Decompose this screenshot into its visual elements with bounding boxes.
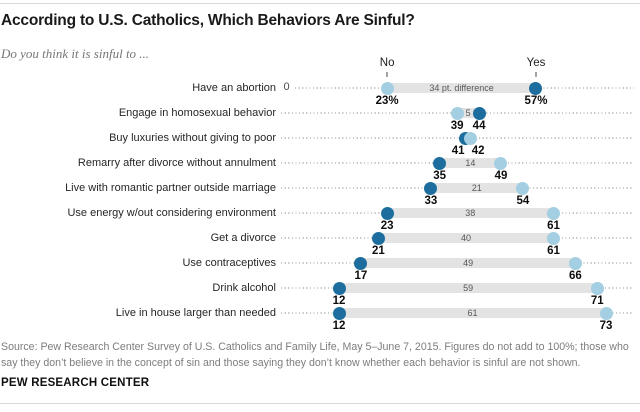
difference-bar — [439, 158, 501, 168]
no-axis-label: No — [379, 57, 395, 69]
no-value-label: 39 — [450, 120, 464, 132]
difference-bar — [339, 308, 606, 318]
row-label: Live with romantic partner outside marri… — [65, 182, 276, 194]
yes-value-label: 12 — [332, 320, 346, 332]
yes-value-label: 35 — [433, 170, 447, 182]
no-value-label: 54 — [516, 195, 530, 207]
no-value-label: 71 — [590, 295, 604, 307]
chart-subtitle: Do you think it is sinful to ... — [1, 46, 150, 61]
yes-value-label: 33 — [424, 195, 438, 207]
leader-line — [281, 137, 634, 139]
no-dot — [568, 256, 582, 270]
yes-value-label: 57% — [524, 95, 548, 107]
no-value-label: 73 — [599, 320, 613, 332]
row-label: Have an abortion — [192, 82, 276, 94]
no-dot — [599, 306, 613, 320]
no-axis-tick — [386, 72, 388, 77]
difference-label: 34 pt. difference — [429, 83, 494, 93]
yes-dot — [332, 306, 346, 320]
row-label: Engage in homosexual behavior — [118, 107, 276, 119]
yes-value-label: 23 — [380, 220, 394, 232]
row-label: Use energy w/out considering environment — [67, 207, 276, 219]
row-label: Get a divorce — [210, 232, 276, 244]
no-dot — [546, 206, 560, 220]
no-dot — [463, 131, 477, 145]
source-note: Source: Pew Research Center Survey of U.… — [1, 341, 629, 369]
yes-dot — [380, 206, 394, 220]
row-label: Remarry after divorce without annulment — [77, 157, 276, 169]
yes-value-label: 12 — [332, 295, 346, 307]
difference-bar — [339, 283, 598, 293]
no-value-label: 23% — [375, 95, 399, 107]
no-dot — [590, 281, 604, 295]
chart-title: According to U.S. Catholics, Which Behav… — [1, 12, 415, 29]
row-label: Drink alcohol — [212, 282, 276, 294]
row-label: Live in house larger than needed — [115, 307, 276, 319]
yes-dot — [424, 181, 438, 195]
no-dot — [450, 106, 464, 120]
difference-label: 14 — [465, 158, 476, 168]
difference-bar — [360, 258, 576, 268]
no-value-label: 61 — [547, 220, 560, 232]
yes-dot — [529, 81, 543, 95]
bottom-rule — [0, 403, 640, 404]
no-value-label: 61 — [547, 245, 560, 257]
difference-bar — [387, 208, 554, 218]
zero-label: 0 — [283, 81, 290, 93]
difference-bar — [430, 183, 523, 193]
no-dot — [380, 81, 394, 95]
difference-label: 5 — [465, 108, 471, 118]
difference-label: 59 — [463, 283, 474, 293]
top-rule — [0, 3, 640, 4]
difference-label: 49 — [463, 258, 474, 268]
row-label: Buy luxuries without giving to poor — [109, 132, 276, 144]
difference-bar — [457, 108, 480, 118]
yes-dot — [332, 281, 346, 295]
yes-value-label: 44 — [472, 120, 486, 132]
yes-axis-label: Yes — [526, 57, 546, 69]
brand-label: PEW RESEARCH CENTER — [1, 377, 150, 389]
difference-label: 61 — [467, 308, 478, 318]
difference-bar — [387, 83, 536, 93]
difference-label: 21 — [471, 183, 482, 193]
yes-value-label: 17 — [354, 270, 368, 282]
no-value-label: 66 — [568, 270, 582, 282]
yes-dot — [354, 256, 368, 270]
no-dot — [546, 231, 560, 245]
yes-dot — [433, 156, 447, 170]
yes-value-label: 41 — [451, 145, 465, 157]
no-dot — [494, 156, 508, 170]
no-value-label: 42 — [471, 145, 485, 157]
yes-dot — [472, 106, 486, 120]
difference-label: 40 — [460, 233, 471, 243]
no-value-label: 49 — [494, 170, 508, 182]
difference-label: 38 — [465, 208, 476, 218]
yes-axis-tick — [535, 72, 537, 77]
yes-dot — [371, 231, 385, 245]
yes-value-label: 21 — [372, 245, 385, 257]
difference-bar — [378, 233, 554, 243]
row-label: Use contraceptives — [182, 257, 276, 269]
no-dot — [516, 181, 530, 195]
